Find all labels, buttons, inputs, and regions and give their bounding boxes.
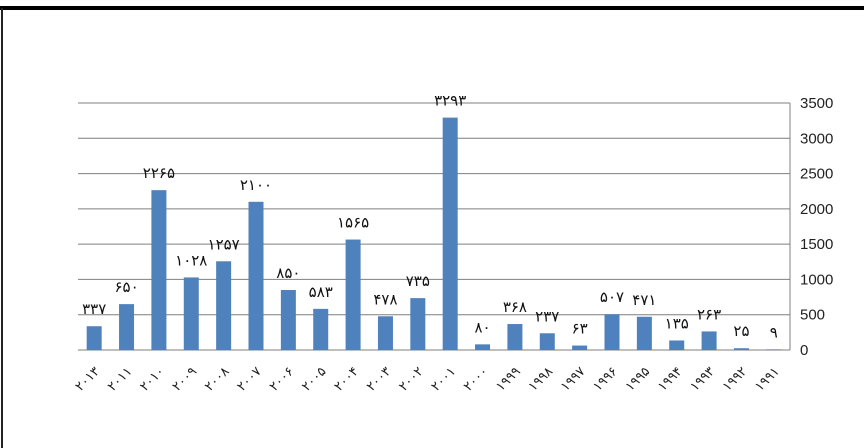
data-label: ۵۰۷: [600, 288, 624, 306]
y-tick-label: 2000: [800, 201, 833, 218]
y-axis-ticks: 0 500 1000 1500 2000 2500 3000 3500: [800, 95, 833, 359]
data-label: ۱۲۵۷: [208, 235, 240, 253]
y-tick-label: 0: [800, 342, 808, 359]
data-label: ۹: [770, 323, 778, 341]
data-label: ۲۵: [733, 322, 749, 340]
bar: [87, 326, 102, 350]
x-tick-label: ۱۹۹۱: [752, 364, 782, 394]
bar: [184, 277, 199, 350]
x-tick-label: ۲۰۰۱: [429, 364, 459, 394]
x-tick-label: ۲۰۰۲: [396, 364, 426, 394]
bar: [410, 298, 425, 350]
data-label: ۵۸۳: [309, 283, 333, 301]
bar: [507, 324, 522, 350]
bar: [151, 190, 166, 350]
x-tick-label: ۱۹۹۵: [623, 364, 653, 394]
x-tick-label: ۱۹۹۶: [590, 364, 620, 394]
bar: [475, 344, 490, 350]
data-label: ۴۷۸: [373, 290, 397, 308]
x-tick-label: ۱۹۹۸: [526, 364, 556, 394]
bar: [346, 240, 361, 350]
y-tick-label: 1500: [800, 236, 833, 253]
x-tick-label: ۱۹۹۴: [655, 364, 685, 394]
bar: [281, 290, 296, 350]
x-tick-label: ۲۰۱۱: [105, 364, 135, 394]
bar: [119, 304, 134, 350]
data-label: ۸۵۰: [276, 264, 300, 282]
data-label: ۳۲۹۳: [434, 92, 466, 110]
y-tick-label: 1000: [800, 271, 833, 288]
data-label: ۳۶۸: [503, 298, 527, 316]
data-label: ۶۳: [572, 320, 588, 338]
data-label: ۸۰: [474, 318, 490, 336]
data-label: ۲۳۷: [535, 307, 559, 325]
y-tick-label: 500: [800, 307, 825, 324]
bar: [766, 349, 781, 350]
data-label: ۲۲۶۵: [143, 164, 175, 182]
x-tick-label: ۲۰۰۹: [170, 364, 200, 394]
x-axis-ticks: ۲۰۱۳ ۲۰۱۱ ۲۰۱۰ ۲۰۰۹ ۲۰۰۸ ۲۰۰۷ ۲۰۰۶ ۲۰۰۵ ۲۰۰۴ ۲۰۰۳…: [73, 364, 783, 394]
data-label: ۱۳۵: [665, 314, 689, 332]
x-tick-label: ۲۰۰۰: [461, 364, 491, 394]
x-tick-label: ۲۰۱۰: [137, 364, 167, 394]
x-tick-label: ۱۹۹۲: [720, 364, 750, 394]
bar: [572, 346, 587, 350]
data-label: ۱۰۲۸: [175, 251, 207, 269]
x-tick-label: ۲۰۰۴: [332, 364, 362, 394]
data-label: ۷۳۵: [406, 272, 430, 290]
bar: [605, 314, 620, 350]
bar: [702, 331, 717, 350]
x-tick-label: ۱۹۹۳: [688, 364, 718, 394]
data-label: ۲۱۰۰: [240, 176, 272, 194]
x-tick-label: ۲۰۱۳: [73, 364, 103, 394]
x-tick-label: ۱۹۹۷: [558, 364, 588, 394]
bar: [216, 261, 231, 350]
data-label: ۱۵۶۵: [337, 214, 369, 232]
bar: [637, 317, 652, 350]
y-tick-label: 3500: [800, 95, 833, 112]
bar: [669, 340, 684, 350]
data-label: ۶۵۰: [114, 278, 138, 296]
x-tick-label: ۲۰۰۶: [267, 364, 297, 394]
data-label: ۲۶۳: [697, 305, 721, 323]
bar: [443, 118, 458, 350]
x-tick-label: ۱۹۹۹: [493, 364, 523, 394]
x-tick-label: ۲۰۰۳: [364, 364, 394, 394]
bar: [249, 202, 264, 350]
bar: [313, 309, 328, 350]
data-label: ۳۳۷: [82, 300, 106, 318]
bar: [378, 316, 393, 350]
x-tick-label: ۲۰۰۵: [299, 364, 329, 394]
bar: [540, 333, 555, 350]
y-tick-label: 2500: [800, 166, 833, 183]
bar: [734, 348, 749, 350]
x-tick-label: ۲۰۰۸: [202, 364, 232, 394]
y-tick-label: 3000: [800, 130, 833, 147]
data-label: ۴۷۱: [632, 291, 656, 309]
x-tick-label: ۲۰۰۷: [234, 364, 264, 394]
